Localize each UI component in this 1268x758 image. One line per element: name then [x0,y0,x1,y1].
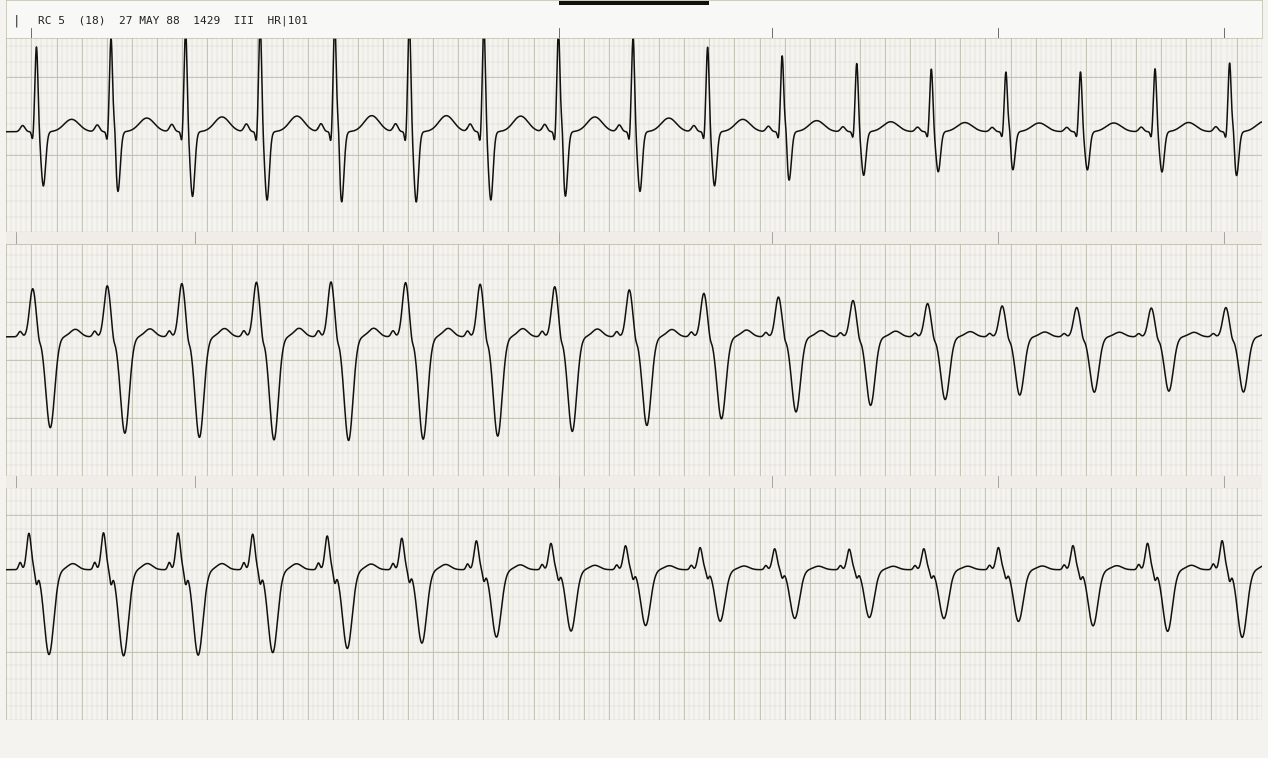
Text: |: | [13,14,20,27]
Text: RC 5  (18)  27 MAY 88  1429  III  HR|101: RC 5 (18) 27 MAY 88 1429 III HR|101 [38,16,308,26]
Bar [559,1,709,5]
